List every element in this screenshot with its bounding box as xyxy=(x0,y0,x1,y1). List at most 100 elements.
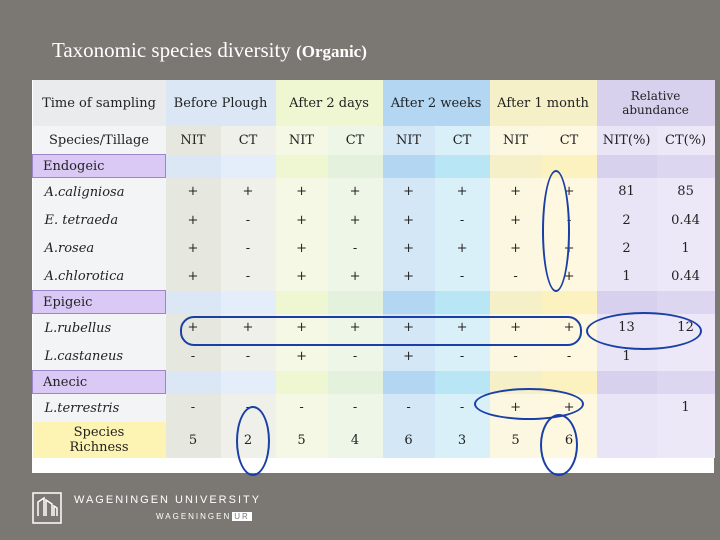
presence-cell: - xyxy=(434,342,490,371)
presence-cell: + xyxy=(489,313,542,342)
richness-value: 4 xyxy=(327,422,383,458)
presence-cell: + xyxy=(327,177,383,206)
species-name: A.rosea xyxy=(32,234,166,262)
presence-cell: + xyxy=(220,313,276,342)
richness-value: 5 xyxy=(275,422,328,458)
header-ct-pct: CT(%) xyxy=(656,126,715,155)
presence-cell: + xyxy=(541,234,597,262)
ct-pct-cell: 12 xyxy=(656,313,715,342)
header-ct: CT xyxy=(434,126,490,155)
presence-cell: + xyxy=(489,234,542,262)
species-name: A.caligniosa xyxy=(32,177,166,206)
table-row: L.terrestris - - - - - - + +1 xyxy=(32,393,715,422)
header-ct: CT xyxy=(220,126,276,155)
presence-cell: + xyxy=(541,393,597,422)
title-main: Taxonomic species diversity xyxy=(52,38,297,62)
header-nit: NIT xyxy=(165,126,221,155)
species-richness-row: Species Richness 5 2 5 4 6 3 5 6 xyxy=(32,422,715,458)
ct-pct-cell: 1 xyxy=(656,234,715,262)
presence-cell: - xyxy=(489,262,542,291)
header-time-of-sampling: Time of sampling xyxy=(32,80,166,126)
presence-cell: - xyxy=(327,393,383,422)
nit-pct-cell: 2 xyxy=(596,206,657,234)
header-ct: CT xyxy=(327,126,383,155)
logo-text-wur: WAGENINGEN UR xyxy=(156,512,252,521)
presence-cell: + xyxy=(275,342,328,371)
section-row-anecic: Anecic xyxy=(32,370,715,394)
header-nit: NIT xyxy=(489,126,542,155)
section-label-anecic: Anecic xyxy=(32,370,166,394)
presence-cell: + xyxy=(165,206,221,234)
section-label-endogeic: Endogeic xyxy=(32,154,166,178)
richness-value: 6 xyxy=(541,422,597,458)
presence-cell: + xyxy=(275,206,328,234)
species-name: E. tetraeda xyxy=(32,206,166,234)
table-row: E. tetraeda + - + + + - + -2 0.44 xyxy=(32,206,715,234)
header-row-tillage: Species/Tillage NIT CT NIT CT NIT CT NIT… xyxy=(32,126,715,155)
richness-value: 6 xyxy=(382,422,435,458)
richness-value: 5 xyxy=(165,422,221,458)
ct-pct-cell: 85 xyxy=(656,177,715,206)
presence-cell: + xyxy=(327,313,383,342)
ct-pct-cell: 0.44 xyxy=(656,206,715,234)
presence-cell: + xyxy=(165,313,221,342)
header-after-1-month: After 1 month xyxy=(489,80,597,126)
header-nit: NIT xyxy=(382,126,435,155)
presence-cell: + xyxy=(382,234,435,262)
presence-cell: - xyxy=(220,206,276,234)
presence-cell: - xyxy=(165,393,221,422)
presence-cell: - xyxy=(165,342,221,371)
section-row-endogeic: Endogeic xyxy=(32,154,715,178)
table-row: A.chlorotica + - + + + - - +1 0.44 xyxy=(32,262,715,291)
presence-cell: - xyxy=(220,342,276,371)
presence-cell: + xyxy=(327,262,383,291)
slide-title: Taxonomic species diversity (Organic) xyxy=(52,38,612,63)
university-logo-icon xyxy=(32,492,62,524)
ct-pct-cell xyxy=(656,342,715,371)
header-before-plough: Before Plough xyxy=(165,80,276,126)
presence-cell: + xyxy=(434,234,490,262)
presence-cell: + xyxy=(275,262,328,291)
diversity-table: Time of sampling Before Plough After 2 d… xyxy=(32,80,715,476)
species-name: L.rubellus xyxy=(32,313,166,342)
nit-pct-cell: 13 xyxy=(596,313,657,342)
logo-text-university: WAGENINGEN UNIVERSITY xyxy=(74,494,262,506)
presence-cell: - xyxy=(220,262,276,291)
header-species-tillage: Species/Tillage xyxy=(32,126,166,155)
presence-cell: - xyxy=(541,206,597,234)
presence-cell: + xyxy=(382,342,435,371)
presence-cell: + xyxy=(541,177,597,206)
section-label-epigeic: Epigeic xyxy=(32,290,166,314)
section-row-epigeic: Epigeic xyxy=(32,290,715,314)
presence-cell: - xyxy=(541,342,597,371)
presence-cell: - xyxy=(220,393,276,422)
presence-cell: + xyxy=(275,313,328,342)
nit-pct-cell: 2 xyxy=(596,234,657,262)
presence-cell: - xyxy=(489,342,542,371)
presence-cell: - xyxy=(434,393,490,422)
presence-cell: + xyxy=(275,234,328,262)
presence-cell: + xyxy=(382,177,435,206)
presence-cell: + xyxy=(165,234,221,262)
presence-cell: + xyxy=(165,177,221,206)
presence-cell: - xyxy=(275,393,328,422)
presence-cell: + xyxy=(220,177,276,206)
presence-cell: - xyxy=(327,234,383,262)
presence-cell: + xyxy=(382,206,435,234)
presence-cell: - xyxy=(434,206,490,234)
ct-pct-cell: 1 xyxy=(656,393,715,422)
species-name: L.castaneus xyxy=(32,342,166,371)
presence-cell: + xyxy=(489,206,542,234)
presence-cell: + xyxy=(382,313,435,342)
header-ct: CT xyxy=(541,126,597,155)
nit-pct-cell: 81 xyxy=(596,177,657,206)
nit-pct-cell: 1 xyxy=(596,342,657,371)
presence-cell: - xyxy=(327,342,383,371)
presence-cell: + xyxy=(489,393,542,422)
header-nit: NIT xyxy=(275,126,328,155)
table-row: A.rosea + - + - + + + +2 1 xyxy=(32,234,715,262)
header-row-periods: Time of sampling Before Plough After 2 d… xyxy=(32,80,715,126)
table-row: A.caligniosa + + + + + + + +81 85 xyxy=(32,177,715,206)
presence-cell: + xyxy=(434,177,490,206)
presence-cell: + xyxy=(541,262,597,291)
